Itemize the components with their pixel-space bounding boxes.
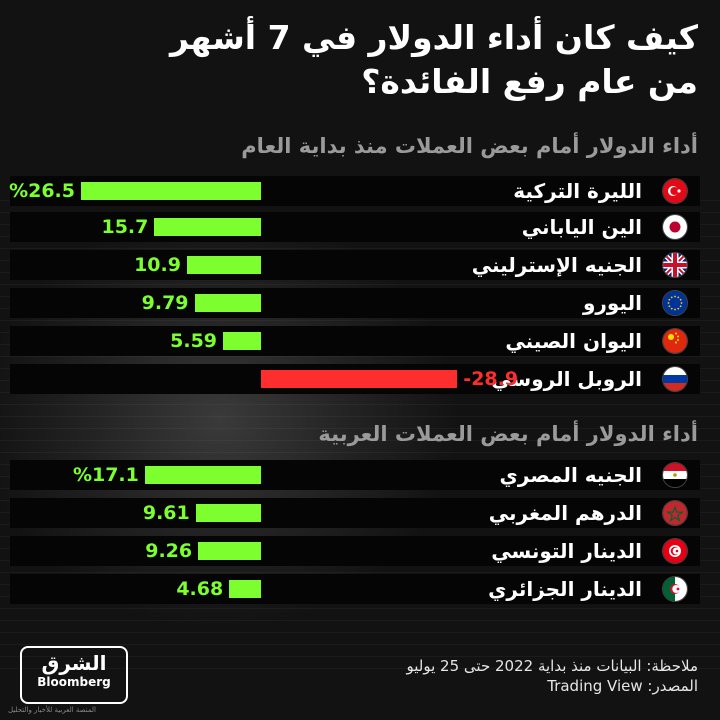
uk-flag-icon (662, 252, 688, 278)
category-label: الجنيه المصري (499, 463, 642, 487)
bar (198, 542, 261, 560)
category-label: الروبل الروسي (491, 367, 642, 391)
bar (194, 294, 261, 312)
value-label: %17.1 (72, 464, 139, 486)
bar-row (10, 498, 700, 528)
asharq-bloomberg-logo: الشرق Bloomberg (20, 646, 128, 704)
category-label: الدرهم المغربي (488, 501, 642, 525)
bar-row (10, 536, 700, 566)
value-label: 9.61 (142, 502, 190, 524)
value-label: 5.59 (170, 330, 218, 352)
bar-row (10, 574, 700, 604)
value-label: 9.79 (141, 292, 189, 314)
algeria-flag-icon (662, 576, 688, 602)
eu-flag-icon (662, 290, 688, 316)
bar (195, 504, 262, 522)
bar (186, 256, 261, 274)
bar (154, 218, 261, 236)
bar (261, 370, 458, 388)
bar (144, 466, 262, 484)
value-label: 28.9- (463, 368, 519, 390)
value-label: %26.5 (9, 180, 75, 202)
bar-row (10, 460, 700, 490)
logo-sub-text: Bloomberg (37, 675, 111, 689)
bar (81, 182, 261, 200)
value-label: 4.68 (176, 578, 224, 600)
logo-main-text: الشرق (41, 651, 107, 675)
bar-row (10, 250, 700, 280)
section-title-global: أداء الدولار أمام بعض العملات منذ بداية … (241, 134, 698, 158)
bar-row (10, 326, 700, 356)
category-label: الجنيه الإسترليني (471, 253, 642, 277)
russia-flag-icon (662, 366, 688, 392)
category-label: الليرة التركية (513, 179, 642, 203)
value-label: 10.9 (134, 254, 181, 276)
category-label: الين الياباني (521, 215, 642, 239)
value-label: 15.7 (101, 216, 149, 238)
footnote: ملاحظة: البيانات منذ بداية 2022 حتى 25 ي… (406, 657, 699, 675)
bar-row (10, 288, 700, 318)
bar (223, 332, 262, 350)
bar (229, 580, 261, 598)
source-line: المصدر: Trading View (547, 677, 698, 695)
section-title-arab: أداء الدولار أمام بعض العملات العربية (318, 422, 698, 446)
egypt-flag-icon (662, 462, 688, 488)
logo-caption: المنصة العربية للأخبار والتحليل (8, 706, 96, 714)
chart-title-line-2: من عام رفع الفائدة؟ (361, 62, 698, 101)
turkey-flag-icon (662, 178, 688, 204)
tunisia-flag-icon (662, 538, 688, 564)
japan-flag-icon (662, 214, 688, 240)
category-label: اليوان الصيني (505, 329, 642, 353)
china-flag-icon (662, 328, 688, 354)
value-label: 9.26 (145, 540, 193, 562)
bar-row (10, 212, 700, 242)
category-label: اليورو (582, 291, 642, 315)
chart-title-line-1: كيف كان أداء الدولار في 7 أشهر (170, 18, 698, 57)
category-label: الدينار التونسي (491, 539, 642, 563)
morocco-flag-icon (662, 500, 688, 526)
category-label: الدينار الجزائري (488, 577, 642, 601)
